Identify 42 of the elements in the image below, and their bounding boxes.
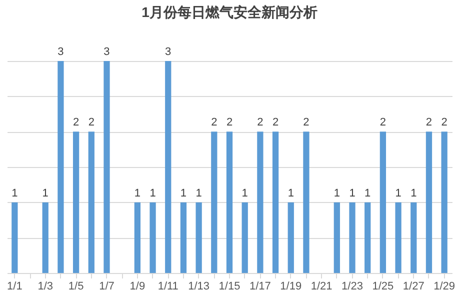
x-tick-label: 1/17 [249,280,271,292]
data-label: 1 [242,187,248,200]
data-label: 2 [72,116,80,129]
chart-title: 1月份每日燃气安全新闻分析 [142,4,318,20]
data-label: 1 [12,187,18,200]
data-label: 1 [410,187,417,200]
data-label: 1 [395,187,402,200]
data-label: 1 [196,187,202,200]
data-label: 2 [226,116,233,129]
data-label: 1 [42,187,48,200]
data-label: 2 [257,116,264,129]
x-tick-label: 1/13 [188,280,210,292]
data-label: 3 [58,46,64,58]
x-tick-label: 1/29 [434,280,456,292]
data-label: 2 [88,116,94,129]
x-tick-label: 1/27 [402,280,424,292]
x-tick-label: 1/5 [68,280,84,292]
x-tick-label: 1/11 [158,280,178,292]
x-tick-label: 1/23 [342,280,363,292]
data-label: 1 [134,187,140,200]
data-label: 3 [104,46,110,58]
x-tick-label: 1/7 [99,280,114,292]
data-label: 1 [288,187,294,200]
data-label: 3 [165,46,172,58]
x-tick-label: 1/1 [7,280,22,292]
data-label: 2 [211,116,218,129]
x-tick-label: 1/3 [38,280,54,292]
data-label: 1 [364,187,371,200]
x-tick-label: 1/25 [372,280,394,292]
data-label: 2 [426,116,432,129]
x-tick-label: 1/9 [130,280,146,292]
data-label: 2 [441,116,448,129]
x-tick-label: 1/21 [310,280,332,292]
x-tick-label: 1/19 [280,280,302,292]
data-label: 2 [303,116,310,129]
data-label: 1 [150,187,156,200]
data-label: 1 [334,187,340,200]
data-label: 1 [180,187,187,200]
data-label: 2 [380,116,386,129]
x-tick-label: 1/15 [218,280,240,292]
data-label: 2 [272,116,279,129]
data-label: 1 [349,187,356,200]
